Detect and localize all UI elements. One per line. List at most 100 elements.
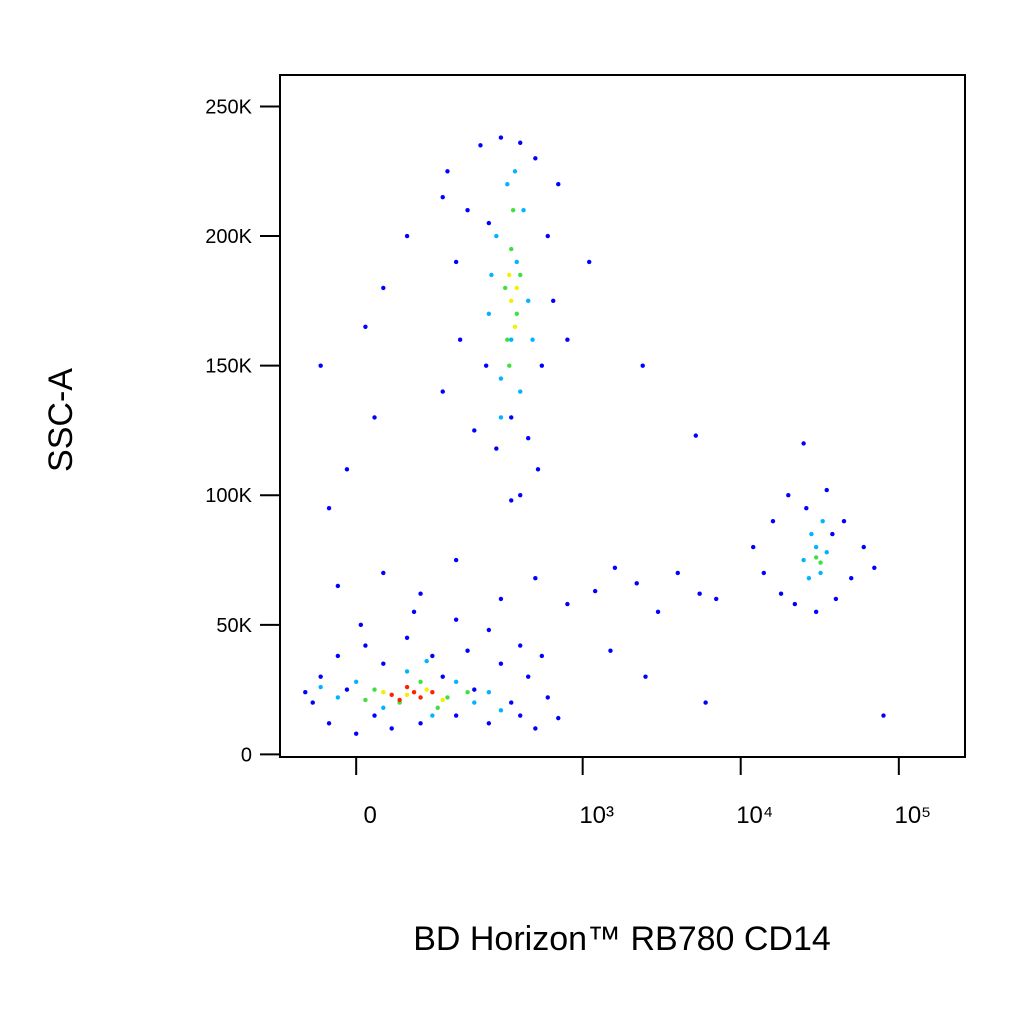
dot [381,570,386,576]
x-tick-label: 10⁴ [736,802,773,829]
dot [503,285,508,291]
dot [533,156,538,161]
dot [411,690,417,695]
dot [453,713,459,718]
dot [505,182,510,187]
dot [861,544,866,550]
dot [498,376,504,381]
dot [445,695,450,700]
dot [318,684,323,690]
dot [494,233,499,239]
dot [872,565,877,571]
dot [404,692,410,697]
x-tick-label: 10⁵ [894,802,931,829]
dot [486,690,492,695]
dot [521,207,526,213]
dot [801,441,806,446]
dot [381,661,386,666]
dot [310,700,315,705]
dot [445,169,450,174]
dot [440,674,445,679]
dot [453,617,459,622]
dot [640,363,645,368]
dot [372,687,377,692]
dot [440,389,445,394]
dot [518,493,523,498]
plot-frame [279,74,966,758]
dot [518,140,523,145]
dot [539,653,545,659]
dot [509,246,514,252]
dot [507,272,512,278]
dot [498,135,504,140]
dot [397,697,402,703]
y-tick-label: 250K [205,96,252,118]
dot [418,695,423,700]
dot [518,643,523,648]
dot [465,690,470,695]
dot [751,544,756,550]
dot [411,609,417,615]
dot [703,700,708,705]
dot [453,679,459,685]
dot [404,684,410,690]
dot [518,272,523,278]
dot [440,194,445,200]
dot [372,713,377,718]
dot [551,298,556,304]
dot [318,363,323,368]
dot [778,591,784,596]
dot [512,169,518,174]
dot [404,635,410,640]
dot [507,363,512,368]
dot [514,285,519,291]
dot [809,531,814,537]
dot [453,557,459,563]
dot [587,259,592,265]
dot [545,695,550,700]
dot [457,337,463,342]
dot [486,311,492,317]
dot [424,687,429,692]
dot [820,518,825,524]
dot [472,687,477,692]
x-tick-label: 10³ [579,802,614,829]
dot [353,731,359,736]
dot [806,575,812,581]
dot [478,143,483,148]
dot [714,596,719,602]
dot [509,298,514,304]
dot [424,658,429,664]
dot [372,415,377,420]
dot [530,337,535,342]
dot [830,531,835,537]
dot [824,487,829,493]
dot [608,648,613,653]
dot [849,575,854,581]
y-tick-label: 50K [216,615,252,637]
y-tick-label: 150K [205,356,252,378]
dot [533,726,538,731]
dot [489,272,494,278]
dot [505,337,510,342]
dot [430,653,435,659]
dot [801,557,806,563]
dot [539,363,545,368]
dot [344,467,350,472]
dot [565,601,570,607]
y-tick-label: 0 [241,744,252,766]
dot [358,622,364,628]
dot [514,311,519,317]
dot [389,726,394,731]
dot [509,415,514,420]
dot [655,609,661,615]
dot [526,674,531,679]
dot [514,259,519,265]
dot [535,467,541,472]
x-tick-label: 0 [364,802,377,829]
dot [486,220,492,226]
dot [792,601,798,607]
x-axis-label: BD Horizon™ RB780 CD14 [413,920,831,958]
dot [643,674,648,679]
dot [697,591,702,596]
